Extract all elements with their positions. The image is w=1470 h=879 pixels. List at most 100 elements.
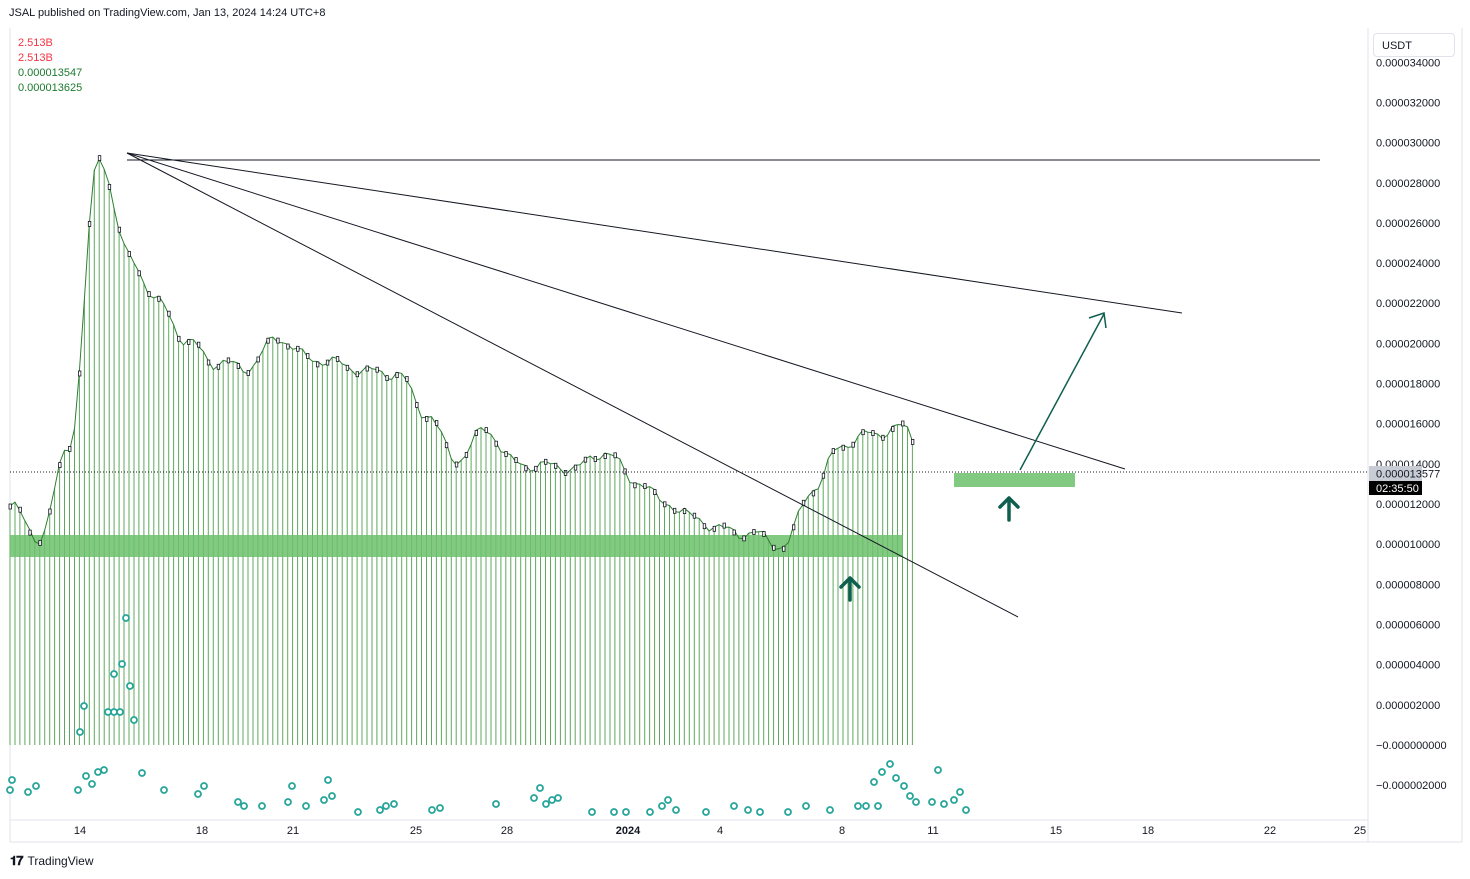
price-tick-label: 0.000028000 (1376, 178, 1440, 190)
price-tick-label: 0.000034000 (1376, 57, 1440, 69)
candle (504, 451, 508, 457)
candle (87, 220, 92, 227)
candle (861, 429, 865, 436)
candle (464, 451, 469, 458)
indicator-dot (730, 802, 738, 810)
indicator-dot (826, 806, 834, 814)
target-arrow-shaft (1019, 313, 1105, 471)
candle (385, 375, 389, 382)
indicator-dot (492, 800, 500, 808)
price-tick-label: 0.000032000 (1376, 97, 1440, 109)
indicator-dot (122, 614, 130, 622)
candle (881, 434, 885, 441)
indicator-dot (74, 786, 82, 794)
indicator-dot (288, 782, 296, 790)
indicator-dot (258, 802, 266, 810)
candle (782, 545, 786, 552)
candle (58, 462, 62, 469)
indicator-dot (324, 776, 332, 784)
trend-line-middle (126, 152, 1126, 470)
indicator-dot (610, 808, 618, 816)
indicator-dot (88, 780, 96, 788)
candle (355, 371, 360, 378)
indicator-dot (886, 760, 894, 768)
indicator-dot (756, 808, 764, 816)
indicator-dot (138, 769, 146, 777)
candle (266, 337, 270, 344)
indicator-dot (646, 808, 654, 816)
indicator-dot (854, 802, 862, 810)
indicator-dot (658, 802, 666, 810)
volume-bars (9, 158, 913, 745)
price-tick-label: 0.000030000 (1376, 138, 1440, 150)
indicator-dot (912, 798, 920, 806)
candle (484, 427, 488, 434)
candle (911, 438, 915, 445)
candle (395, 372, 399, 379)
price-tick-label: 0.000020000 (1376, 338, 1440, 350)
indicator-dot (100, 766, 108, 774)
indicator-dot (160, 786, 168, 794)
candle (246, 370, 250, 376)
price-tick-label: 0.000024000 (1376, 258, 1440, 270)
candle (722, 522, 726, 529)
price-tick-label: −0.000000000 (1376, 740, 1447, 752)
candle (177, 335, 181, 342)
legend-volume-1: 2.513B (18, 37, 53, 49)
candle (573, 464, 578, 471)
candle (196, 341, 201, 348)
indicator-dot (110, 670, 118, 678)
price-axis: 0.000034000 0.000032000 0.000030000 0.00002… (1376, 57, 1447, 792)
price-line (8, 155, 915, 552)
candle (762, 531, 766, 537)
support-zones (10, 473, 1075, 557)
indicator-dot (588, 808, 596, 816)
trend-lines (126, 152, 1320, 618)
candle (415, 402, 419, 408)
candle (256, 356, 260, 363)
support-zone-lower (10, 535, 903, 557)
currency-selector[interactable]: USDT (1373, 33, 1455, 57)
candle (682, 508, 687, 515)
time-tick-label: 18 (1142, 825, 1154, 837)
candle (107, 183, 112, 190)
target-arrow-head (1088, 312, 1107, 329)
indicator-dots (6, 614, 970, 816)
time-tick-label: 14 (74, 825, 86, 837)
candle (306, 353, 310, 359)
candle (633, 482, 637, 489)
time-axis: 14 18 21 25 28 2024 4 8 11 15 18 22 25 (74, 825, 1366, 837)
indicator-dot (950, 796, 958, 804)
price-tick-label: 0.000022000 (1376, 298, 1440, 310)
candle (187, 339, 191, 345)
indicator-dot (934, 766, 942, 774)
indicator-dot (892, 774, 900, 782)
candle (48, 508, 52, 515)
candle (28, 529, 32, 536)
candle (593, 456, 597, 462)
candle (286, 343, 290, 350)
time-tick-label: 28 (501, 825, 513, 837)
tradingview-logo-icon: 𝟏𝟕 (10, 853, 24, 868)
countdown-tag: 02:35:50 (1376, 483, 1419, 495)
candle (554, 462, 558, 469)
indicator-dot (622, 808, 630, 816)
time-tick-label: 25 (410, 825, 422, 837)
trend-line-shallow (126, 152, 1183, 314)
indicator-dot (672, 806, 680, 814)
indicator-dot (536, 784, 544, 792)
legend: 2.513B 2.513B 0.000013547 0.000013625 (18, 36, 82, 96)
indicator-dot (376, 806, 384, 814)
indicator-dot (428, 806, 436, 814)
candle (236, 363, 241, 369)
indicator-dot (82, 772, 90, 780)
indicator-dot (664, 796, 672, 804)
price-tick-label: −0.000002000 (1376, 780, 1447, 792)
indicator-dot (24, 788, 32, 796)
indicator-dot (874, 802, 882, 810)
candle (296, 345, 300, 352)
candle (276, 337, 280, 344)
indicator-dot (110, 708, 118, 716)
candle (206, 359, 211, 366)
